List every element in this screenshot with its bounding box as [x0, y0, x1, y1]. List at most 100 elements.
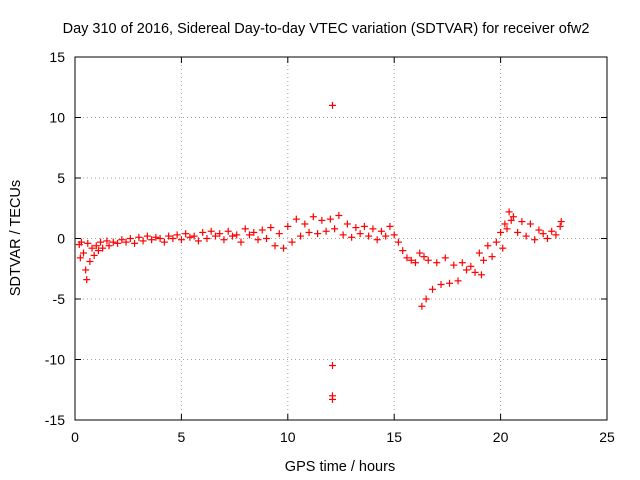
data-point [156, 235, 164, 242]
data-point [539, 230, 547, 238]
data-point [322, 227, 330, 235]
data-point [503, 225, 511, 233]
data-point [548, 227, 556, 235]
y-tick-label: 10 [49, 110, 65, 126]
data-point [76, 254, 84, 262]
data-point [165, 232, 173, 240]
data-point [420, 253, 428, 261]
data-point [531, 236, 539, 244]
data-point [382, 232, 390, 240]
data-point [454, 277, 462, 285]
data-point [126, 235, 134, 242]
data-point [326, 215, 334, 223]
data-point [328, 101, 336, 109]
data-point [480, 256, 488, 264]
x-tick-label: 5 [178, 429, 186, 445]
data-point [109, 238, 117, 246]
data-point [237, 238, 245, 246]
data-point [492, 238, 500, 246]
data-point [373, 236, 381, 244]
data-point [254, 236, 262, 244]
data-point [173, 231, 181, 239]
data-point [292, 215, 300, 223]
data-point [477, 271, 485, 279]
data-point [194, 237, 202, 245]
data-point [114, 239, 122, 247]
data-point [331, 225, 339, 233]
data-point [92, 242, 100, 250]
x-axis-label: GPS time / hours [285, 459, 395, 475]
data-point [177, 236, 185, 244]
data-point [446, 279, 454, 287]
data-point [437, 280, 445, 288]
y-tick-label: -10 [45, 352, 65, 368]
data-point [328, 362, 336, 370]
data-point [203, 235, 211, 242]
data-point [501, 220, 509, 228]
data-point [84, 239, 92, 247]
x-tick-label: 25 [599, 429, 615, 445]
data-point [77, 238, 85, 246]
data-point [348, 233, 356, 241]
grid [75, 57, 607, 420]
data-point [429, 285, 437, 293]
x-tick-label: 20 [493, 429, 509, 445]
data-point [103, 237, 111, 245]
y-tick-label: -15 [45, 412, 65, 428]
data-point [343, 220, 351, 228]
data-point [318, 216, 326, 224]
data-point [488, 253, 496, 261]
data-point [360, 222, 368, 230]
data-point [535, 226, 543, 234]
data-point [356, 230, 364, 238]
data-point [407, 256, 415, 264]
data-point [507, 216, 515, 224]
data-point [280, 244, 288, 252]
data-point [216, 230, 224, 238]
data-point [207, 227, 215, 235]
y-tick-label: -5 [53, 291, 66, 307]
data-point [160, 238, 168, 246]
chart-title: Day 310 of 2016, Sidereal Day-to-day VTE… [63, 21, 590, 37]
data-point [450, 261, 458, 269]
data-point [403, 254, 411, 262]
data-points [75, 101, 565, 403]
data-point [499, 244, 507, 252]
data-point [422, 295, 430, 303]
data-point [118, 236, 126, 244]
data-point [97, 238, 105, 246]
data-point [390, 231, 398, 239]
data-point [335, 212, 343, 220]
data-point [297, 232, 305, 240]
data-point [105, 242, 113, 250]
data-point [94, 247, 102, 255]
data-point [182, 230, 190, 238]
data-point [143, 232, 151, 240]
data-point [228, 232, 236, 240]
data-point [86, 257, 94, 265]
data-point [199, 228, 207, 236]
data-point [518, 218, 526, 226]
data-point [314, 230, 322, 238]
data-point [267, 224, 275, 232]
data-point [522, 232, 530, 240]
data-point [471, 268, 479, 276]
x-tick-label: 15 [386, 429, 402, 445]
data-point [433, 259, 441, 267]
data-point [99, 244, 107, 252]
data-point [90, 251, 98, 259]
data-point [148, 236, 156, 244]
data-point [211, 232, 219, 240]
data-point [309, 213, 317, 221]
y-axis-label: SDTVAR / TECUs [8, 180, 24, 296]
data-point [552, 231, 560, 239]
data-point [80, 249, 88, 257]
data-point [82, 266, 90, 274]
data-point [365, 232, 373, 240]
data-point [416, 249, 424, 257]
data-point [301, 220, 309, 228]
y-tick-label: 5 [57, 170, 65, 186]
data-point [458, 259, 466, 267]
data-point [245, 231, 253, 239]
data-point [352, 224, 360, 232]
